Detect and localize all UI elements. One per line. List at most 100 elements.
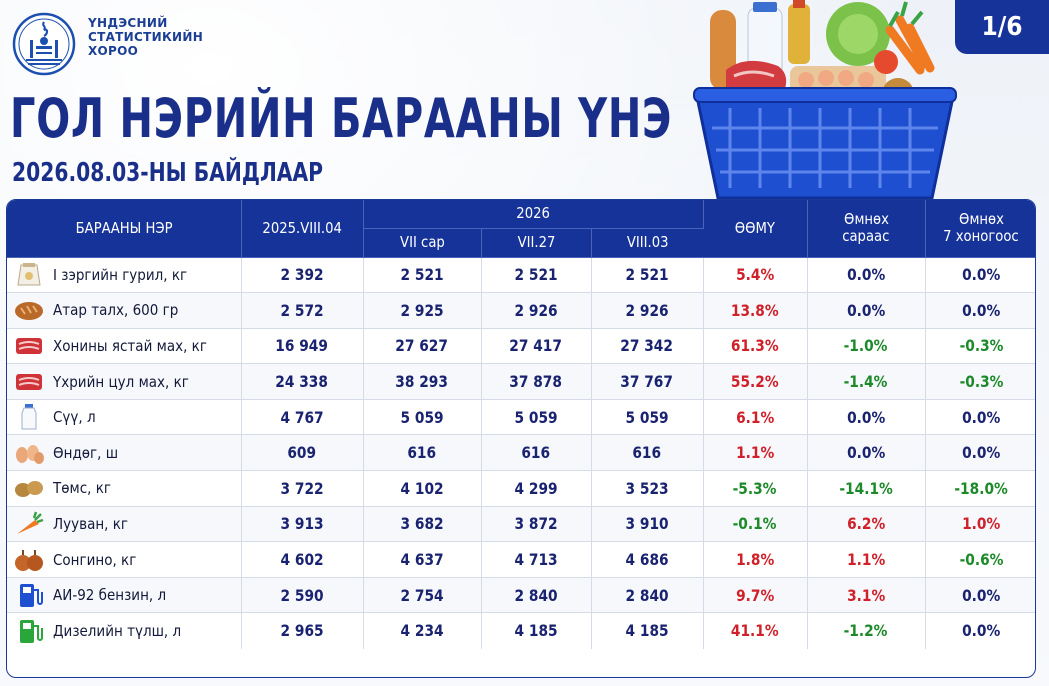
change-yoy: 1.1% (703, 434, 808, 472)
product-name-cell: Хонины ястай мах, кг (7, 328, 242, 365)
bread-icon (13, 296, 45, 324)
org-name-line3: ХОРОО (88, 44, 139, 58)
change-wow: 0.0% (925, 292, 1035, 329)
product-name-cell: Төмс, кг (7, 470, 242, 507)
price-table: БАРААНЫ НЭР 2025.VIII.04 2026 ӨӨМҮ Өмнөх… (6, 199, 1036, 678)
eggs-icon (13, 439, 45, 467)
change-yoy: 13.8% (703, 292, 808, 329)
table-row: Үхрийн цул мах, кг 24 338 38 293 37 878 37 7… (7, 363, 1035, 400)
product-name: Төмс, кг (53, 479, 111, 498)
product-name-cell: АИ-92 бензин, л (7, 577, 242, 614)
price-week: 27 417 (481, 328, 592, 365)
fuel-pump-green-icon (13, 617, 45, 645)
price-week: 4 713 (481, 541, 592, 578)
change-mom: 1.1% (807, 541, 926, 578)
nso-logo-icon (12, 12, 76, 76)
price-current: 2 521 (591, 257, 704, 294)
header-year-group: 2026 (363, 200, 704, 229)
product-name-cell: Лууван, кг (7, 506, 242, 543)
price-week: 3 872 (481, 506, 592, 543)
meat-icon (13, 332, 45, 360)
change-wow: 1.0% (925, 506, 1035, 543)
price-month: 38 293 (363, 363, 482, 400)
price-month: 4 102 (363, 470, 482, 507)
price-month: 4 234 (363, 612, 482, 649)
change-yoy: 6.1% (703, 399, 808, 436)
price-week: 4 185 (481, 612, 592, 649)
change-wow: -0.6% (925, 541, 1035, 578)
price-month: 5 059 (363, 399, 482, 436)
price-prev-year: 3 722 (241, 470, 364, 507)
header-yoy: ӨӨМҮ (703, 200, 808, 258)
price-week: 5 059 (481, 399, 592, 436)
price-month: 2 754 (363, 577, 482, 614)
price-prev-year: 2 392 (241, 257, 364, 294)
potato-icon (13, 474, 45, 502)
change-mom: 0.0% (807, 434, 926, 472)
price-month: 616 (363, 434, 482, 472)
price-current: 616 (591, 434, 704, 472)
price-current: 4 185 (591, 612, 704, 649)
org-name-line1: ҮНДЭСНИЙ (88, 16, 168, 30)
product-name: АИ-92 бензин, л (53, 586, 167, 605)
price-current: 5 059 (591, 399, 704, 436)
price-current: 3 523 (591, 470, 704, 507)
header-mom: Өмнөх сараас (807, 200, 926, 258)
product-name: Лууван, кг (53, 514, 129, 533)
carrot-icon (13, 510, 45, 538)
change-mom: -1.4% (807, 363, 926, 400)
price-prev-year: 16 949 (241, 328, 364, 365)
product-name: Үхрийн цул мах, кг (53, 372, 189, 391)
price-prev-year: 3 913 (241, 506, 364, 543)
change-yoy: -0.1% (703, 506, 808, 543)
change-wow: 0.0% (962, 621, 1001, 641)
org-name-line2: СТАТИСТИКИЙН (88, 30, 204, 44)
product-name-cell: Атар талх, 600 гр (7, 292, 242, 329)
product-name: Өндөг, ш (53, 443, 119, 462)
price-month: 4 637 (363, 541, 482, 578)
price-month: 2 925 (363, 292, 482, 329)
product-name: Сонгино, кг (53, 550, 137, 569)
change-mom: -1.0% (807, 328, 926, 365)
table-row: Атар талх, 600 гр 2 572 2 925 2 926 2 926 13.… (7, 292, 1035, 329)
product-name: I зэргийн гурил, кг (53, 265, 188, 284)
price-prev-year: 609 (241, 434, 364, 472)
price-prev-year: 4 767 (241, 399, 364, 436)
price-month: 3 682 (363, 506, 482, 543)
product-name: Атар талх, 600 гр (53, 301, 179, 320)
page-indicator: 1/6 (955, 0, 1049, 54)
price-prev-year: 2 572 (241, 292, 364, 329)
product-name-cell: I зэргийн гурил, кг (7, 257, 242, 294)
header-wow: Өмнөх 7 хоногоос (925, 200, 1035, 258)
product-name-cell: Сонгино, кг (7, 541, 242, 578)
change-yoy: 41.1% (703, 612, 808, 649)
fuel-pump-blue-icon (13, 581, 45, 609)
change-yoy: 55.2% (703, 363, 808, 400)
price-week: 2 840 (481, 577, 592, 614)
change-mom: -1.2% (807, 612, 926, 649)
header-prev-year: 2025.VIII.04 (241, 200, 364, 258)
price-week: 4 299 (481, 470, 592, 507)
price-week: 2 926 (481, 292, 592, 329)
price-current: 2 840 (591, 577, 704, 614)
price-month: 27 627 (363, 328, 482, 365)
header-month: VII сар (363, 228, 482, 258)
change-mom: 0.0% (807, 257, 926, 294)
change-mom: 0.0% (807, 399, 926, 436)
product-name-cell: Сүү, л (7, 399, 242, 436)
change-yoy: -5.3% (703, 470, 808, 507)
table-row: Сонгино, кг 4 602 4 637 4 713 4 686 1.8% 1.1% -… (7, 541, 1035, 578)
price-current: 4 686 (591, 541, 704, 578)
table-row: Лууван, кг 3 913 3 682 3 872 3 910 -0.1% 6.2% 1… (7, 506, 1035, 543)
change-mom: -14.1% (807, 470, 926, 507)
price-current: 2 926 (591, 292, 704, 329)
change-yoy: 1.8% (703, 541, 808, 578)
meat-icon (13, 368, 45, 396)
change-wow: 0.0% (925, 434, 1035, 472)
change-wow: 0.0% (925, 399, 1035, 436)
price-week: 616 (481, 434, 592, 472)
product-name-cell: Өндөг, ш (7, 434, 242, 472)
header-name: БАРААНЫ НЭР (7, 200, 242, 258)
